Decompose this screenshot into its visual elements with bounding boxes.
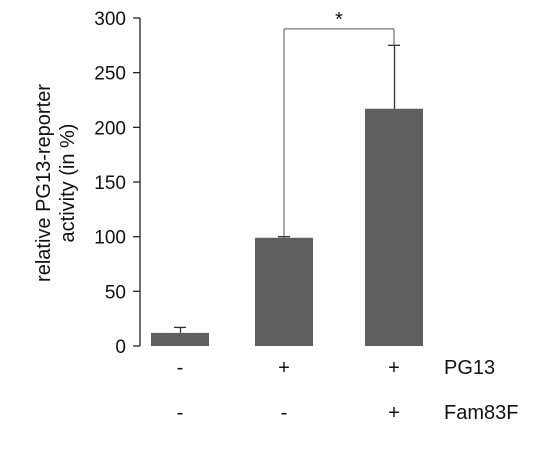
bar-2 xyxy=(255,237,313,346)
y-axis-title-line-2: activity (in %) xyxy=(57,124,79,243)
y-tick-label-100: 100 xyxy=(94,228,126,249)
condition-sign-pg13-1: - xyxy=(177,357,184,379)
bar-1 xyxy=(151,332,209,346)
y-tick-label-300: 300 xyxy=(94,9,126,30)
condition-label-pg13: PG13 xyxy=(444,357,495,379)
bar-3 xyxy=(365,108,423,346)
condition-sign-pg13-2: + xyxy=(278,357,290,379)
y-tick-label-0: 0 xyxy=(115,337,126,358)
condition-label-fam83f: Fam83F xyxy=(444,402,518,424)
y-tick-label-150: 150 xyxy=(94,173,126,194)
y-axis-title-line-1: relative PG13-reporter xyxy=(33,84,55,282)
condition-sign-fam83f-2: - xyxy=(281,402,288,424)
y-tick-label-200: 200 xyxy=(94,118,126,139)
y-tick-label-50: 50 xyxy=(105,282,126,303)
significance-star: * xyxy=(335,9,343,31)
y-tick-label-250: 250 xyxy=(94,64,126,85)
y-axis-title: relative PG13-reporter activity (in %) xyxy=(33,84,79,282)
condition-sign-fam83f-3: + xyxy=(388,402,400,424)
condition-sign-pg13-3: + xyxy=(388,357,400,379)
condition-sign-fam83f-1: - xyxy=(177,402,184,424)
